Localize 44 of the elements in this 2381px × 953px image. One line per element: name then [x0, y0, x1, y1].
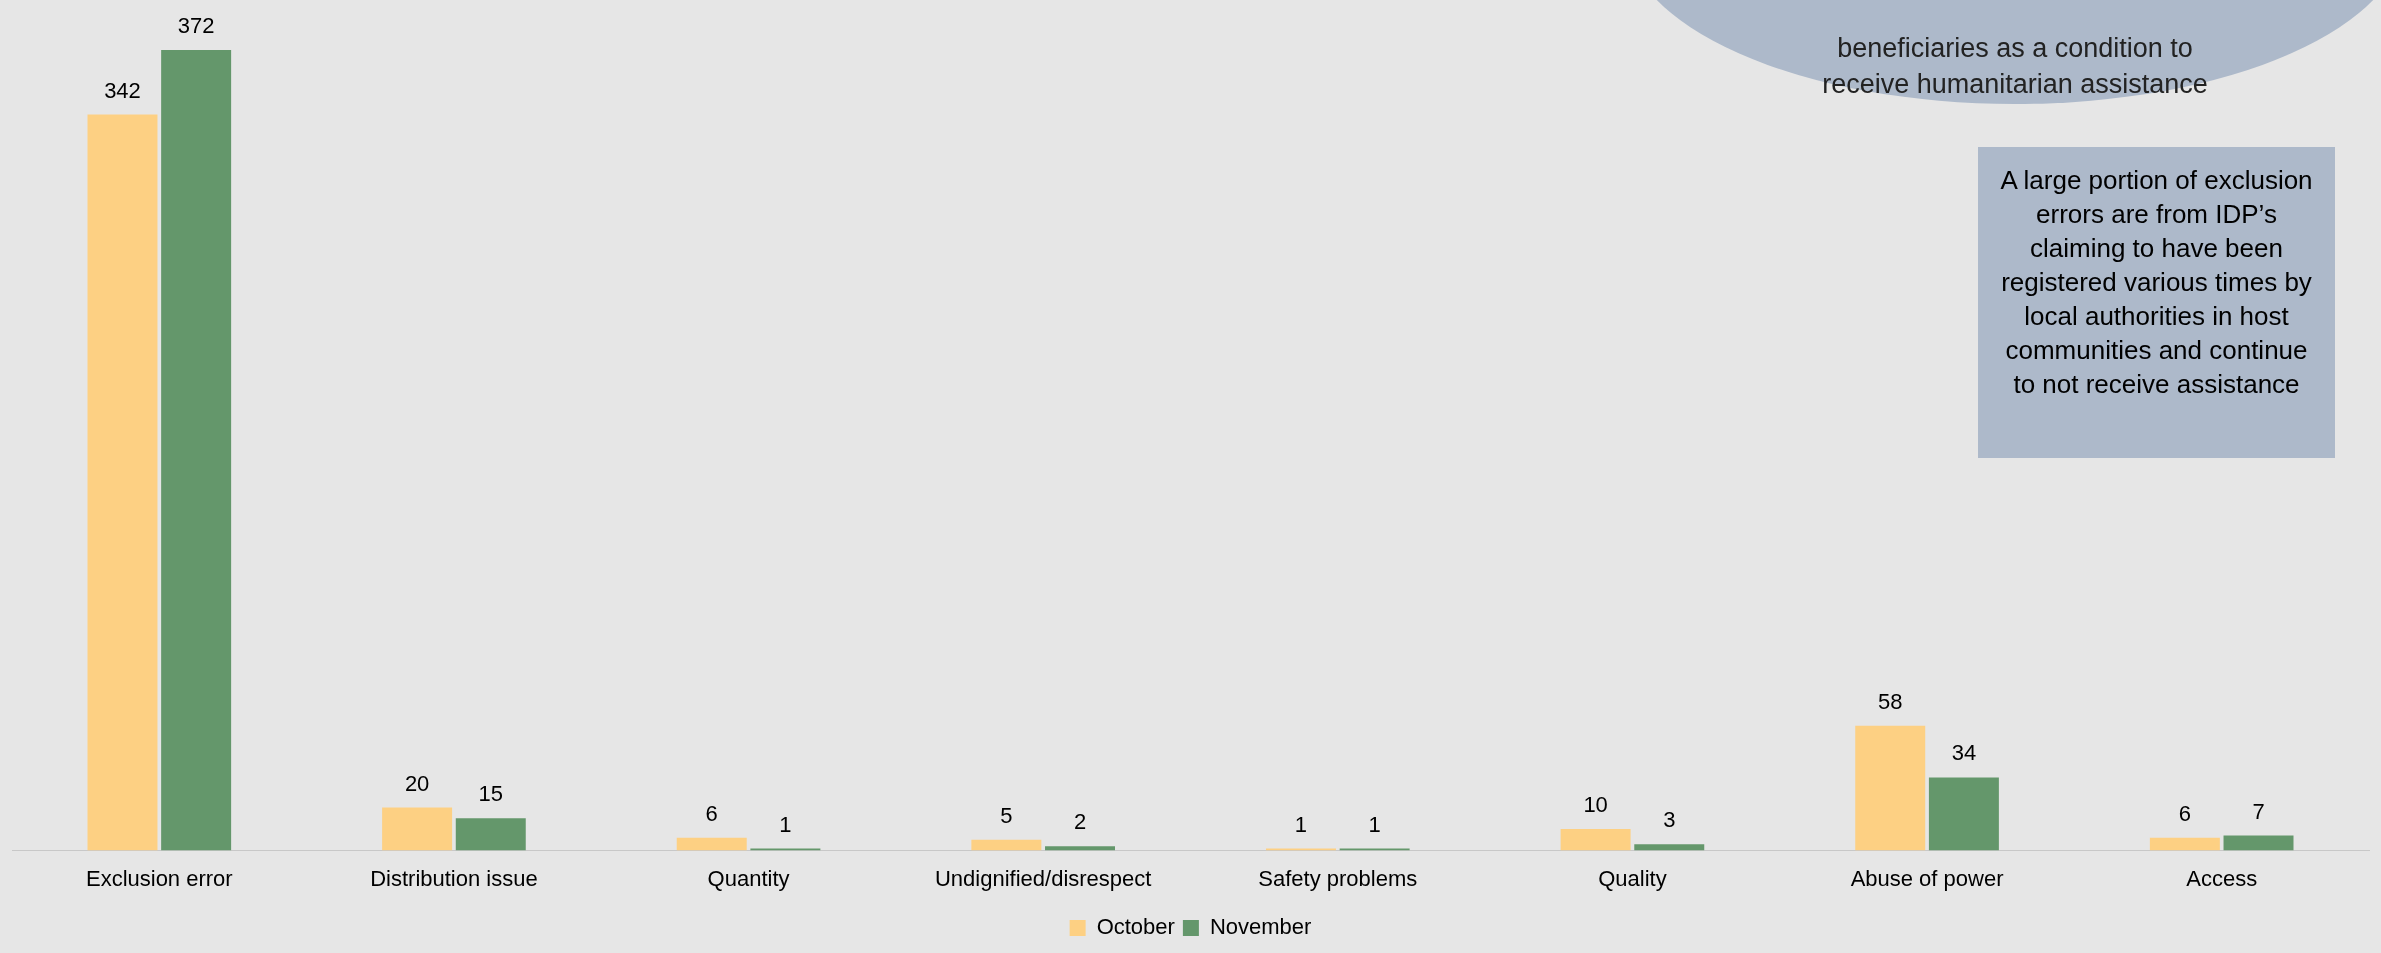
x-tick-label: Quantity	[707, 865, 790, 891]
bar	[2223, 835, 2294, 851]
bar	[1045, 846, 1115, 851]
annotation: A large portion of exclusion errors are from IDP’s claiming to have been registered various times by local authorities in host communities and continue to not receive assistance	[1999, 164, 2314, 401]
x-tick-label: Access	[2186, 865, 2258, 891]
data-label: 34	[1951, 740, 1977, 766]
data-label: 5	[1000, 802, 1013, 828]
bar	[87, 114, 158, 851]
bar	[1855, 725, 1926, 851]
data-label: 6	[705, 800, 718, 826]
x-tick-label: Distribution issue	[370, 865, 538, 891]
bar	[1560, 829, 1631, 851]
data-label: 58	[1877, 688, 1903, 714]
data-label: 10	[1583, 792, 1608, 818]
data-label: 6	[2178, 800, 2191, 826]
bar	[1928, 777, 1999, 851]
x-tick-label: Exclusion error	[85, 865, 233, 891]
data-label: 342	[104, 77, 141, 103]
bar	[1339, 848, 1410, 851]
bar	[1266, 848, 1336, 851]
bar	[971, 839, 1042, 851]
annotation: beneficiaries as a condition to receive humanitarian assistance	[1821, 32, 2209, 101]
data-label: 2	[1073, 809, 1087, 835]
bar	[382, 807, 453, 851]
bar	[750, 848, 821, 851]
x-tick-label: Quality	[1598, 865, 1667, 891]
data-label: 1	[1294, 811, 1308, 837]
bar	[2149, 837, 2220, 851]
bar	[1634, 844, 1705, 851]
x-tick-label: Safety problems	[1258, 865, 1418, 891]
legend-label: October	[1096, 914, 1175, 940]
data-label: 3	[1663, 807, 1676, 833]
legend-label: November	[1209, 914, 1312, 940]
data-label: 372	[177, 13, 215, 39]
data-label: 1	[779, 811, 792, 837]
data-label: 7	[2252, 798, 2265, 824]
bar	[455, 818, 526, 851]
bar	[676, 837, 747, 851]
x-tick-label: Abuse of power	[1850, 865, 2004, 891]
bar	[161, 50, 232, 851]
x-tick-label: Undignified/disrespect	[934, 865, 1152, 891]
data-label: 20	[404, 770, 430, 796]
data-label: 1	[1368, 811, 1381, 837]
data-label: 15	[478, 781, 504, 807]
